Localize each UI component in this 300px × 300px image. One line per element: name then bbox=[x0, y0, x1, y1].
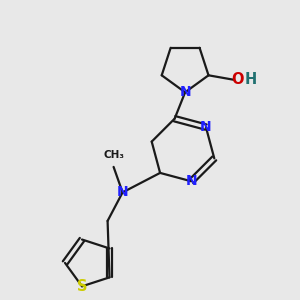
Text: O: O bbox=[232, 72, 244, 87]
Text: N: N bbox=[117, 185, 128, 200]
Text: N: N bbox=[179, 85, 191, 99]
Text: S: S bbox=[77, 279, 87, 294]
Text: N: N bbox=[186, 174, 197, 188]
Text: N: N bbox=[200, 120, 212, 134]
Text: H: H bbox=[244, 72, 256, 87]
Text: CH₃: CH₃ bbox=[103, 150, 124, 160]
